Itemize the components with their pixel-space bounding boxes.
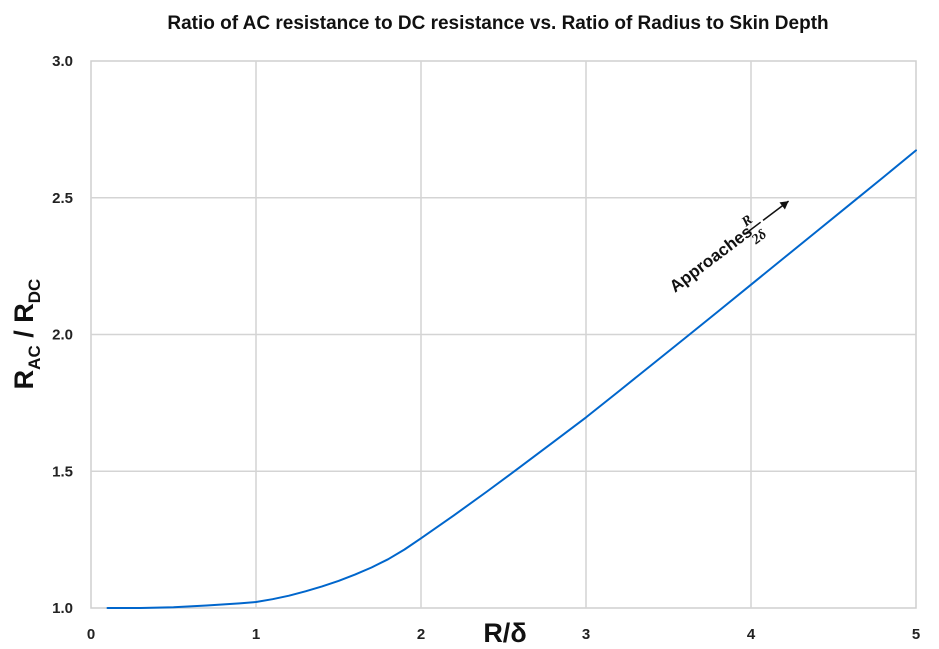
x-tick-label: 4 [747,626,756,643]
chart-title: Ratio of AC resistance to DC resistance … [167,13,828,34]
annotation: Approaches R 2δ [666,200,790,296]
y-tick-label: 1.5 [52,463,73,480]
x-tick-label: 0 [87,626,95,643]
series-line [106,149,917,609]
series-layer [106,149,917,609]
y-tick-label: 2.0 [52,327,73,344]
y-axis-label-sub-ac: AC [25,345,44,370]
x-tick-label: 3 [582,626,590,643]
y-tick-labels: 1.0 1.5 2.0 2.5 3.0 [52,53,73,617]
annotation-text: Approaches [666,222,756,296]
grid-layer [91,61,916,608]
annotation-fraction-bar [744,221,762,235]
x-tick-label: 5 [912,626,920,643]
y-tick-label: 2.5 [52,190,73,207]
x-tick-labels: 0 1 2 3 4 5 [87,626,920,643]
y-axis-label-r2: R [9,303,39,323]
y-axis-label: RAC / RDC [9,279,44,390]
x-tick-label: 2 [417,626,425,643]
y-axis-label-sub-dc: DC [25,279,44,304]
annotation-fraction-denominator: 2δ [749,227,770,248]
x-tick-label: 1 [252,626,260,643]
y-tick-label: 3.0 [52,53,73,70]
y-axis-label-r1: R [9,370,39,390]
y-axis-label-separator: / [9,323,39,346]
x-axis-label: R/δ [483,618,526,648]
y-tick-label: 1.0 [52,600,73,617]
annotation-arrow-head [779,201,789,210]
